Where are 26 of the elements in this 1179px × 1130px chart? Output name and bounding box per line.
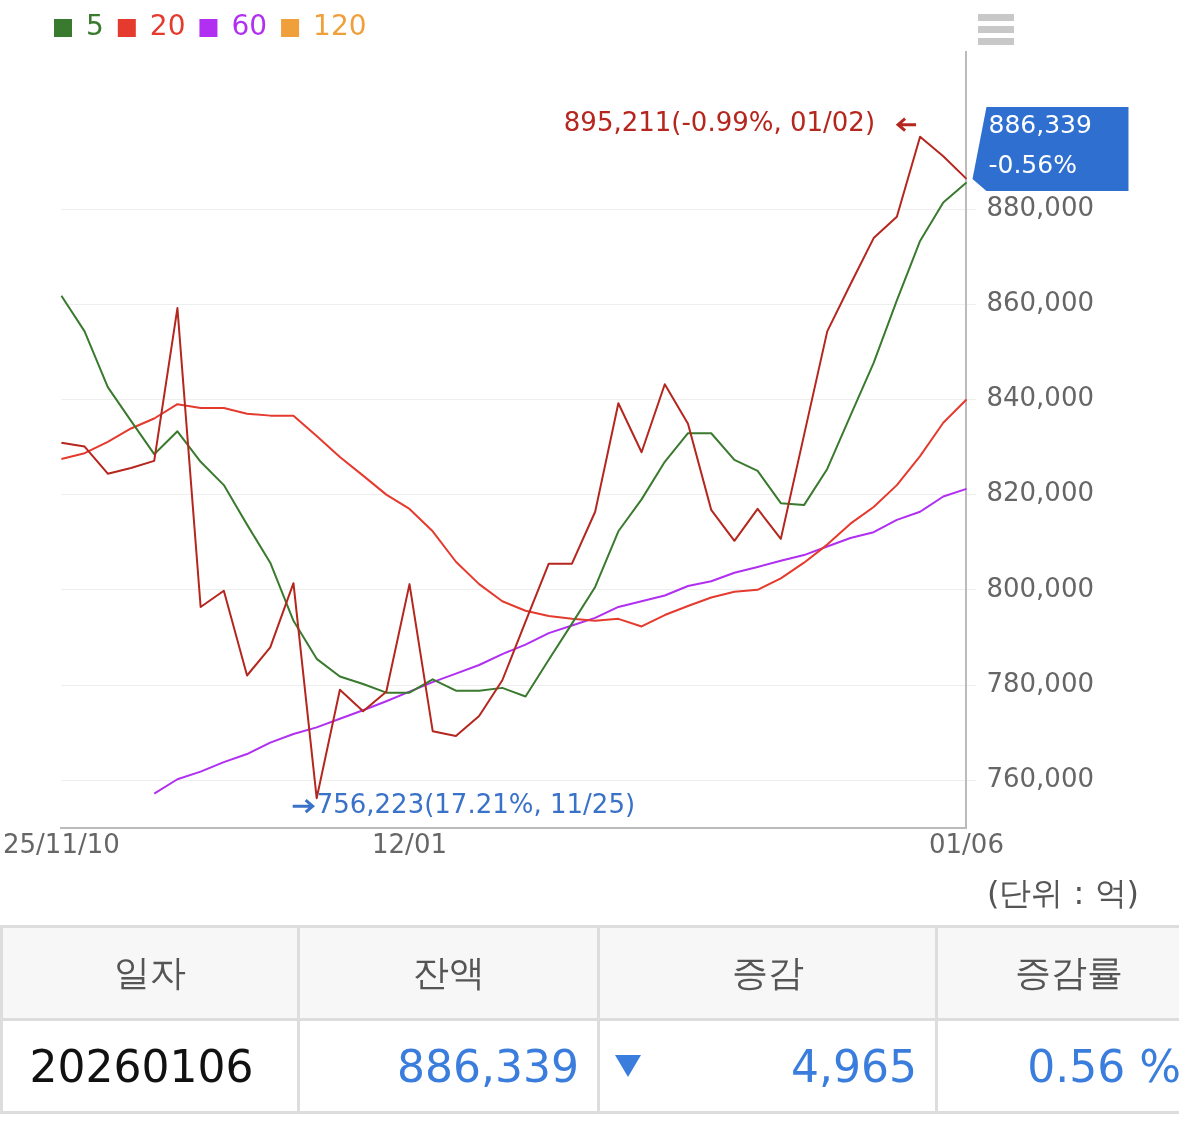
text: 886,339 [298,1019,599,1113]
y-tick-label: 880,000 [986,191,1095,222]
text: 잔액 [298,926,599,1020]
y-tick-label: 800,000 [986,572,1095,603]
legend-label: 20 [149,9,186,43]
y-tick-label: 820,000 [986,477,1095,508]
text: 20260106 [1,1019,299,1113]
annotation: 756,223(17.21%, 11/25) [316,788,636,819]
text: 일자 [1,926,299,1020]
y-tick-label: 860,000 [986,287,1095,317]
annotation: 895,211(-0.99%, 01/02) [563,107,876,138]
y-tick-label: 780,000 [986,667,1095,698]
x-tick-label: 25/11/10 [3,829,120,860]
legend-label: 120 [313,9,367,43]
text: 증감률 [936,926,1179,1020]
y-tick-label: 760,000 [986,762,1095,793]
text: 886,339 -0.56% [988,110,1092,180]
legend-label: 60 [231,9,268,43]
x-tick-label: 01/06 [929,829,1004,860]
x-tick-label: 12/01 [372,829,447,860]
text: 증감 [598,926,937,1020]
y-tick-label: 840,000 [986,382,1095,413]
text: 0.56 % [936,1019,1179,1113]
text: 4,965 [598,1019,937,1113]
legend-label: 5 [86,9,104,43]
text: (단위 : 억) [986,873,1139,914]
